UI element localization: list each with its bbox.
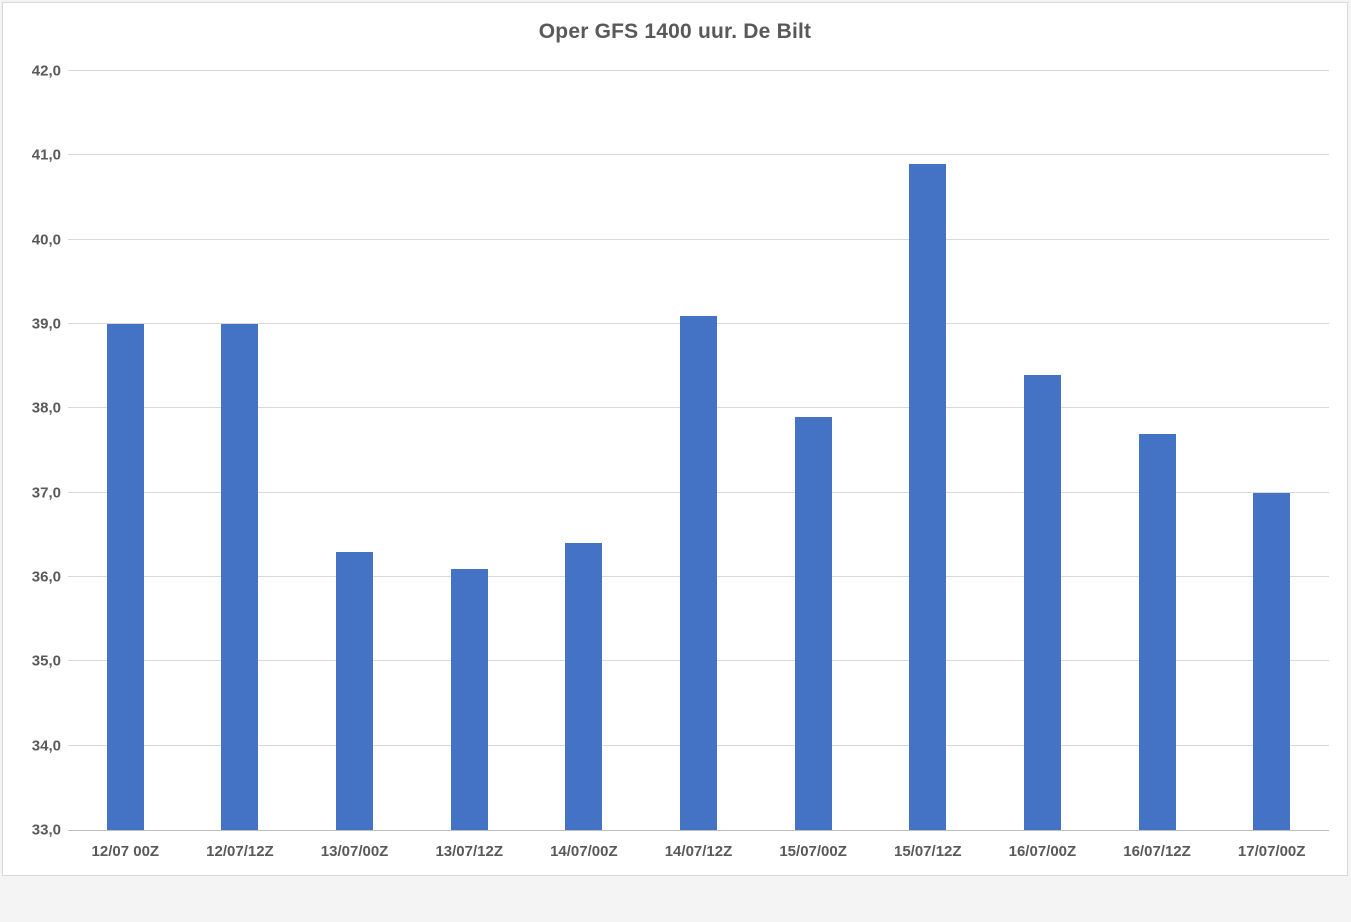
x-tick-label: 13/07/00Z [320, 843, 389, 860]
y-tick-label: 40,0 [31, 231, 61, 249]
x-tick-label: 14/07/12Z [664, 843, 733, 860]
bar-16-07-12z [1138, 433, 1176, 830]
y-tick-label: 39,0 [31, 315, 61, 333]
plot-area: 33,0 34,0 35,0 36,0 37,0 38,0 39,0 40,0 41,0 42,0… [32, 63, 1329, 860]
y-tick-label: 37,0 [31, 484, 61, 502]
chart-panel: Oper GFS 1400 uur. De Bilt 33,0 34,0 35,0 3… [2, 2, 1348, 876]
x-tick-label: 17/07/00Z [1237, 843, 1306, 860]
bar-13-07-12z [450, 568, 488, 830]
x-tick-label: 16/07/00Z [1008, 843, 1077, 860]
bar-13-07-00z [336, 551, 374, 830]
x-tick-label: 14/07/00Z [550, 843, 618, 860]
x-tick-label: 15/07/00Z [779, 843, 847, 860]
bar-14-07-12z [680, 315, 717, 830]
bar-17-07-00z [1253, 492, 1291, 830]
bar-15-07-00z [794, 416, 832, 830]
bar-14-07-00z [565, 543, 603, 830]
gridline [68, 154, 1329, 156]
y-tick-label: 34,0 [31, 737, 61, 755]
x-tick-label: 16/07/12Z [1123, 843, 1191, 860]
gridline [68, 238, 1329, 240]
chart-title: Oper GFS 1400 uur. De Bilt [538, 20, 812, 43]
y-tick-label: 38,0 [31, 399, 61, 417]
y-tick-label: 35,0 [31, 652, 61, 670]
y-tick-label: 41,0 [31, 146, 61, 164]
gridline [68, 70, 1329, 71]
x-tick-label: 15/07/12Z [893, 843, 962, 860]
x-axis-line [68, 830, 1329, 831]
bar-15-07-12z [909, 163, 947, 830]
y-tick-label: 33,0 [31, 821, 61, 839]
bar-12-07-12z [221, 324, 259, 830]
y-tick-label: 42,0 [31, 62, 61, 80]
x-tick-label: 13/07/12Z [435, 843, 503, 860]
y-tick-label: 36,0 [31, 568, 61, 586]
x-tick-label: 12/07 00Z [91, 843, 160, 860]
bar-16-07-00z [1023, 374, 1061, 830]
x-tick-label: 12/07/12Z [206, 843, 274, 860]
bar-12-07-00z [106, 324, 144, 830]
